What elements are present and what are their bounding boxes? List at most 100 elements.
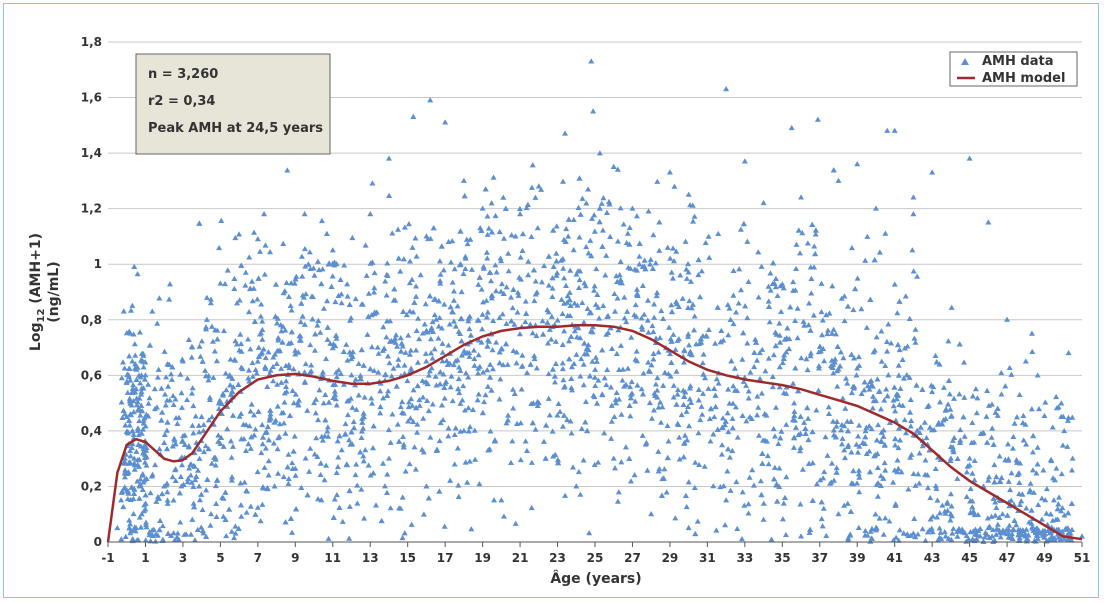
data-point: [644, 467, 651, 473]
data-point: [798, 194, 805, 200]
data-point: [121, 460, 128, 466]
data-point: [207, 522, 214, 528]
data-point: [136, 417, 143, 424]
data-point: [559, 360, 566, 366]
data-point: [673, 401, 680, 407]
data-point: [826, 310, 833, 316]
data-point: [668, 359, 675, 365]
data-point: [657, 399, 664, 405]
data-point: [275, 335, 282, 341]
data-point: [336, 504, 343, 510]
data-point: [611, 290, 618, 297]
data-point: [385, 455, 392, 461]
data-point: [470, 347, 477, 353]
data-point: [692, 459, 699, 465]
data-point: [755, 404, 762, 410]
data-point: [695, 430, 702, 436]
data-point: [184, 479, 191, 485]
data-point: [771, 476, 778, 482]
data-point: [314, 258, 321, 264]
data-point: [1062, 525, 1069, 532]
x-tick-label: 43: [924, 551, 941, 565]
data-point: [383, 334, 390, 340]
data-point: [131, 460, 138, 466]
data-point: [925, 402, 932, 408]
data-point: [884, 348, 891, 354]
data-point: [203, 324, 210, 330]
data-point: [784, 325, 791, 331]
data-point: [737, 226, 744, 232]
data-point: [292, 276, 299, 282]
data-point: [633, 286, 640, 292]
data-point: [605, 312, 612, 319]
data-point: [299, 313, 306, 319]
data-point: [492, 212, 499, 219]
data-point: [203, 533, 210, 539]
data-point: [896, 346, 903, 353]
data-point: [118, 536, 125, 542]
data-point: [687, 383, 694, 389]
data-point: [623, 318, 630, 325]
data-point: [900, 530, 907, 536]
data-point: [349, 234, 356, 241]
data-point: [137, 412, 144, 418]
data-point: [137, 524, 144, 530]
data-point: [956, 528, 963, 534]
data-point: [911, 515, 918, 521]
data-point: [431, 346, 438, 352]
data-point: [427, 336, 434, 342]
data-point: [866, 448, 873, 454]
data-point: [333, 491, 340, 498]
data-point: [330, 381, 337, 388]
data-point: [196, 343, 203, 349]
data-point: [141, 508, 148, 514]
data-point: [257, 351, 264, 357]
data-point: [775, 440, 782, 447]
data-point: [406, 280, 413, 286]
data-point: [623, 381, 630, 388]
data-point: [128, 444, 135, 451]
data-point: [1069, 526, 1076, 532]
data-point: [591, 283, 598, 289]
data-point: [632, 398, 639, 404]
data-point: [554, 412, 561, 418]
data-point: [280, 290, 287, 296]
data-point: [436, 258, 443, 264]
data-point: [497, 255, 504, 261]
data-point: [386, 192, 393, 198]
data-point: [797, 448, 804, 454]
data-point: [265, 472, 272, 478]
data-point: [591, 212, 598, 218]
data-point: [968, 439, 975, 446]
data-point: [544, 319, 551, 325]
data-point: [727, 487, 734, 493]
data-point: [454, 303, 461, 309]
data-point: [149, 308, 156, 314]
data-point: [762, 368, 769, 374]
data-point: [292, 472, 299, 478]
data-point: [203, 487, 210, 493]
data-point: [271, 419, 278, 425]
data-point: [646, 399, 653, 406]
data-point: [777, 435, 784, 441]
data-point: [254, 358, 261, 364]
data-point: [610, 163, 617, 169]
data-point: [1016, 501, 1023, 507]
data-point: [936, 361, 943, 367]
data-point: [242, 282, 249, 288]
data-point: [146, 529, 153, 535]
data-point: [655, 349, 662, 355]
data-point: [170, 392, 177, 399]
data-point: [697, 335, 704, 342]
data-point: [334, 463, 341, 470]
data-point: [793, 265, 800, 272]
data-point: [491, 438, 498, 444]
data-point: [357, 375, 364, 382]
data-point: [595, 459, 602, 465]
data-point: [567, 302, 574, 309]
data-point: [527, 361, 534, 367]
x-tick-label: 25: [587, 551, 604, 565]
data-point: [571, 300, 578, 306]
data-point: [142, 537, 149, 543]
data-point: [163, 427, 170, 433]
